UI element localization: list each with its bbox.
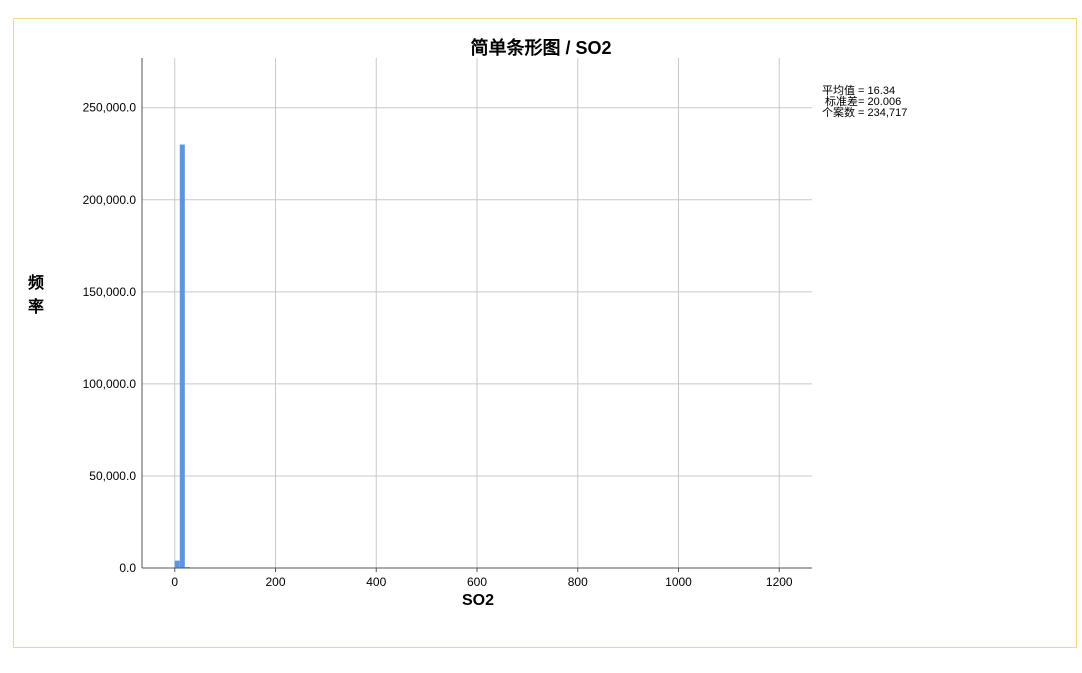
x-tick-label: 0 [171,575,178,589]
x-tick-label: 1000 [665,575,692,589]
chart-title: 简单条形图 / SO2 [470,38,612,58]
y-tick-label: 50,000.0 [89,469,136,483]
x-axis-title: SO2 [461,592,494,609]
stat-std-value: 20.006 [867,96,902,108]
stat-count: 个案数 = 234,717 [822,108,907,119]
stat-mean-value: 16.34 [867,85,896,97]
stat-std: 标准差= 20.006 [822,97,907,108]
histogram-bar [174,560,180,568]
chart-frame [13,18,1077,648]
y-tick-label: 200,000.0 [83,193,137,207]
x-tick-label: 200 [265,575,285,589]
y-tick-label: 150,000.0 [83,285,137,299]
stat-mean-label: 平均值 = [822,85,868,97]
stat-std-label: 标准差= [822,96,868,108]
y-tick-label: 100,000.0 [83,377,137,391]
x-tick-label: 800 [568,575,588,589]
x-tick-label: 600 [467,575,487,589]
stat-count-value: 234,717 [867,107,908,119]
y-tick-label: 0.0 [119,561,136,575]
stat-count-label: 个案数 = [822,107,868,119]
x-tick-label: 1200 [766,575,793,589]
histogram-bar [179,144,185,568]
stats-box: 平均值 = 16.34 标准差= 20.006 个案数 = 234,717 [822,86,907,119]
y-axis-title: 频率 [27,275,44,316]
stat-mean: 平均值 = 16.34 [822,86,907,97]
x-tick-label: 400 [366,575,386,589]
y-tick-label: 250,000.0 [83,101,137,115]
